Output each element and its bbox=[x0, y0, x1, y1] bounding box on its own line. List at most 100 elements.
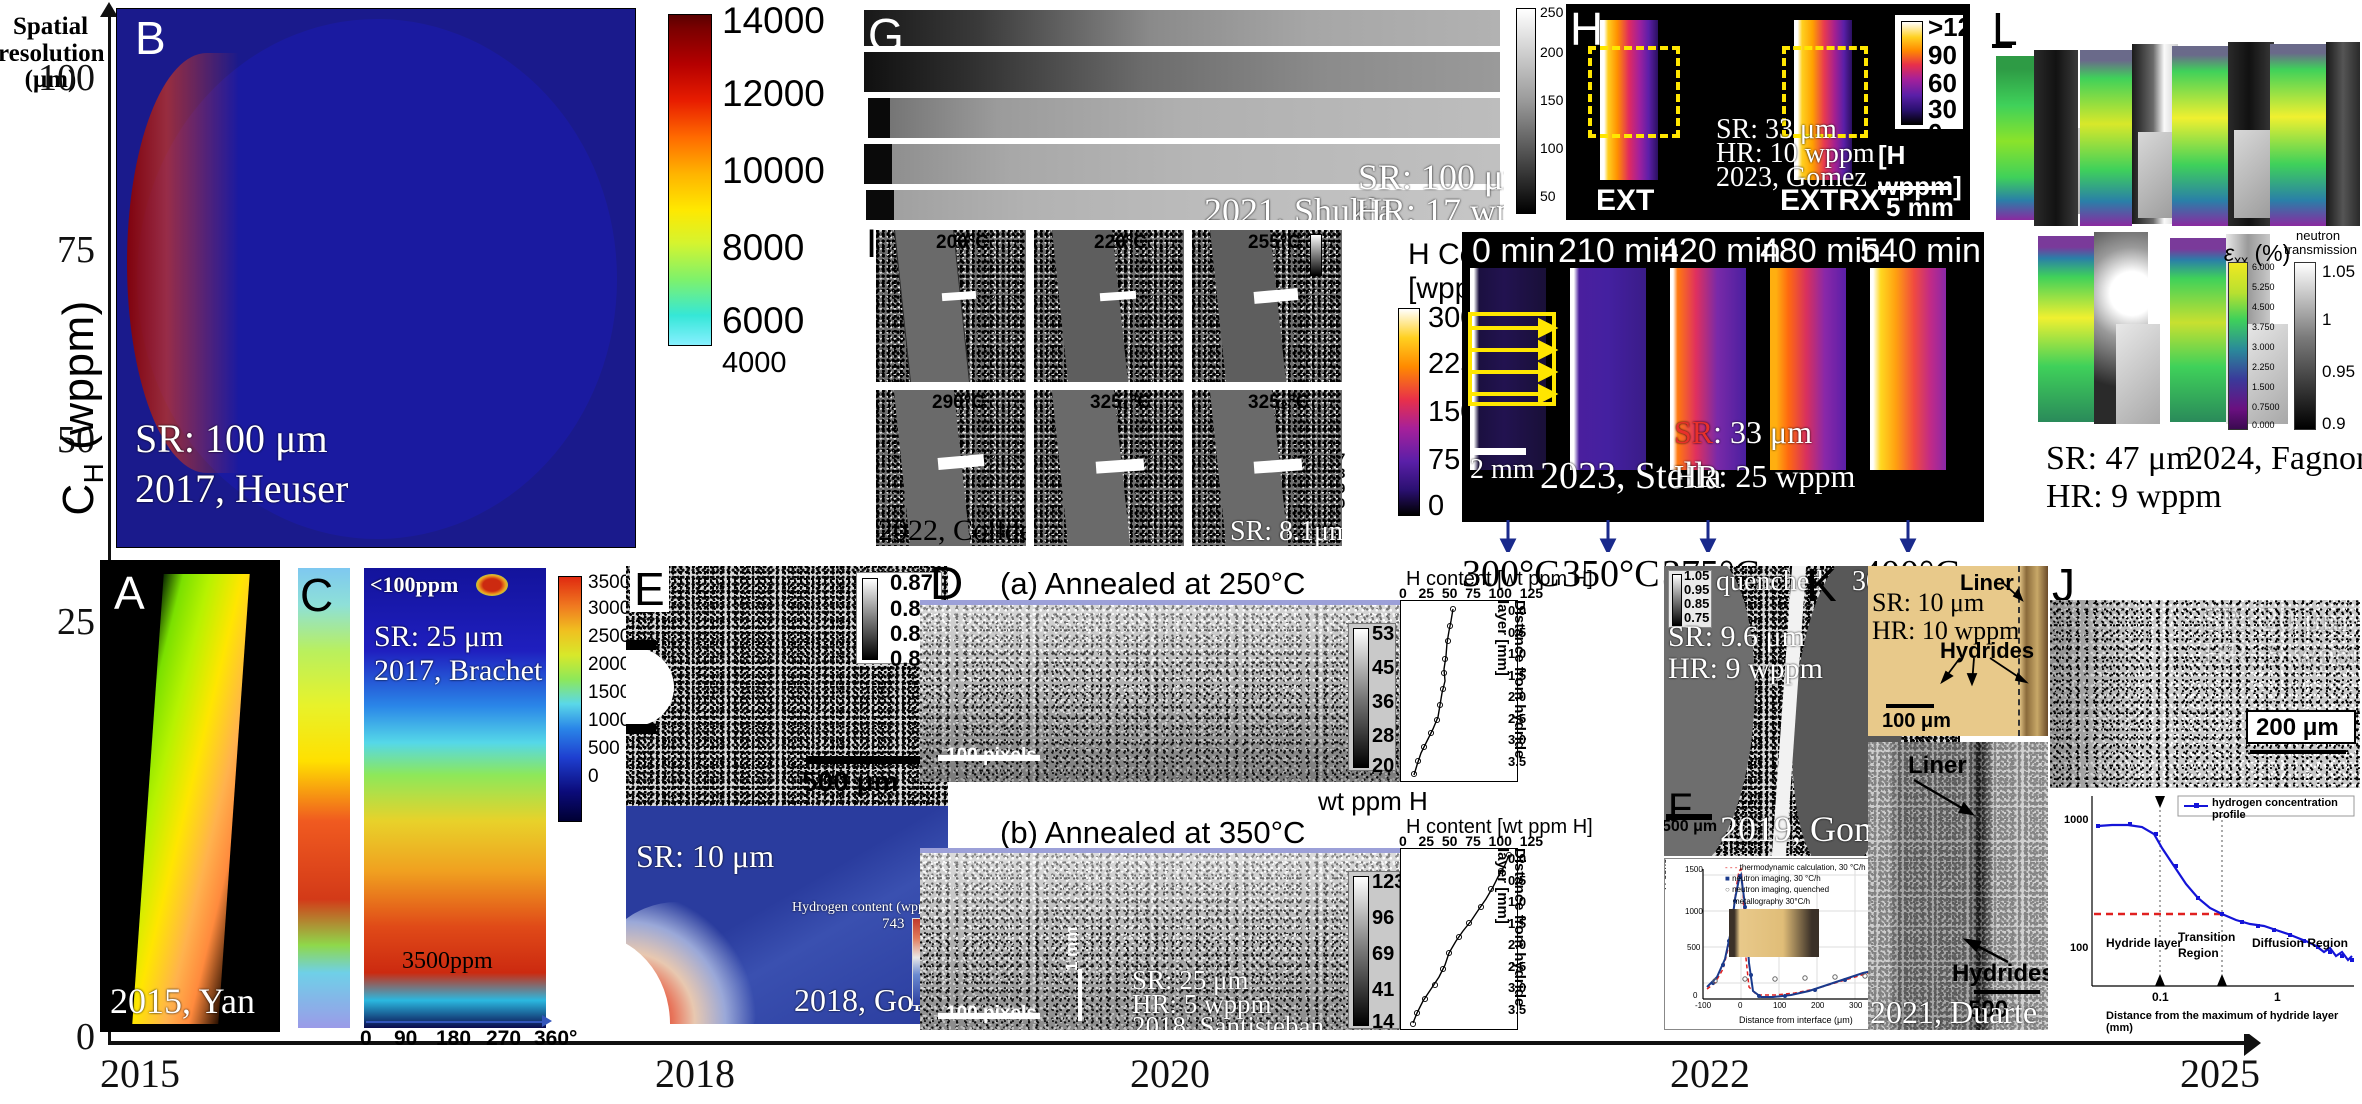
panel-H-gomez[interactable]: H SR: 33 μm HR: 10 wppm 2023, Gomez EXT … bbox=[1566, 4, 1970, 220]
panel-H-hr: HR: 10 wppm bbox=[1716, 138, 1875, 169]
panel-A-label: A bbox=[114, 567, 145, 619]
x-tick-2025: 2025 bbox=[2180, 1051, 2260, 1096]
panel-D-plot-b-title: H content [wt ppm H] bbox=[1406, 816, 1593, 838]
panel-K-hr: HR: 10 wppm bbox=[1872, 616, 2020, 645]
panel-H-extrx-title: EXTRX bbox=[1780, 184, 1881, 217]
panel-J-region-2-l2: Region bbox=[2178, 946, 2219, 960]
d-yt-b1: 0.5 bbox=[1508, 872, 1527, 888]
ring-hot-edge bbox=[127, 53, 287, 473]
panel-L-row-2[interactable] bbox=[2038, 228, 2362, 428]
panel-D-ref: 2018, Santisteban bbox=[1132, 1011, 1324, 1030]
panel-K-scalebar-top-label: 100 μm bbox=[1882, 710, 1951, 732]
panel-F-xt-0: 0 bbox=[1738, 1001, 1743, 1010]
panel-L-tt-105: 1.05 bbox=[2322, 262, 2356, 281]
panel-D-profile-plot-b[interactable] bbox=[1400, 848, 1518, 1030]
panel-Stella-time-0: 0 min bbox=[1472, 232, 1556, 270]
panel-D-image-b[interactable]: 100 pixels 1 mm SR: 25 μm HR: 5 wppm 201… bbox=[920, 848, 1400, 1030]
panel-I-colorbar bbox=[1310, 234, 1322, 276]
d-yt-b2: 1.0 bbox=[1508, 894, 1527, 909]
panel-D-cbtick-a-53: 53 bbox=[1372, 623, 1395, 645]
panel-F-sr: SR: 9.6 μm bbox=[1668, 620, 1805, 653]
panel-E-sim-legend-title: Hydrogen content (wppm) bbox=[792, 900, 941, 915]
d-xt-b3: 75 bbox=[1465, 833, 1481, 849]
panel-E-sr: SR: 10 μm bbox=[636, 838, 775, 874]
panel-G-hr: HR: 17 wppm bbox=[1356, 191, 1504, 220]
panel-I-cell-200[interactable]: 200°C bbox=[876, 230, 1026, 382]
panel-C-unrolled-map[interactable]: <100ppm SR: 25 μm 2017, Brachet 3500ppm bbox=[364, 568, 546, 1028]
panel-E-radiograph[interactable]: 0.87 0.86 0.85 0.84 500 μm bbox=[626, 566, 948, 806]
panel-B-heuser[interactable]: B SR: 100 μm 2017, Heuser bbox=[116, 8, 636, 548]
x-tick-2020: 2020 bbox=[1130, 1051, 1210, 1096]
panel-K-radiograph[interactable]: Liner Hydrides 500 μm 2021, Duarte bbox=[1868, 742, 2048, 1030]
panel-D-plot-b-svg bbox=[1409, 851, 1513, 1028]
panel-L-row-1[interactable] bbox=[1996, 30, 2362, 226]
panel-J-sr: SR: 20 μm bbox=[2202, 602, 2349, 639]
panel-G-shukla[interactable]: G SR: 100 μm 2021, Shukla HR: 17 wppm bbox=[864, 8, 1504, 220]
panel-H-ext-title: EXT bbox=[1596, 184, 1655, 217]
panel-H-sr: SR: 33 μm bbox=[1716, 114, 1837, 145]
panel-J-hr: HR: 5 wppm bbox=[2202, 636, 2360, 673]
panel-D-colorbar-a bbox=[1353, 628, 1369, 768]
panel-G-colorbar bbox=[1516, 8, 1536, 214]
panel-J-xt-1: 1 bbox=[2274, 990, 2281, 1004]
y-axis-arrow bbox=[100, 2, 118, 17]
panel-L-transmission-l2: transmission bbox=[2284, 242, 2357, 257]
notch-shape bbox=[626, 648, 674, 726]
panel-C-cbtick-500: 500 bbox=[588, 738, 620, 759]
panel-I-cell-220[interactable]: 220°C bbox=[1034, 230, 1184, 382]
panel-I-cell-255[interactable]: 255°C bbox=[1192, 230, 1342, 382]
panel-Stella-time-420: 420 min bbox=[1660, 232, 1781, 270]
panel-D-image-a[interactable]: 100 pixels 53 45 36 28 20 bbox=[920, 600, 1400, 782]
panel-D-cbtick-a-45: 45 bbox=[1372, 657, 1395, 679]
panel-G-sr: SR: 100 μm bbox=[1358, 157, 1504, 197]
panel-G-cbtick-100: 100 bbox=[1540, 140, 1564, 156]
panel-I-cell-290[interactable]: 290°C 2022, Colldeweid bbox=[876, 390, 1026, 546]
panel-K-metallography[interactable]: Liner SR: 10 μm HR: 10 wppm Hydrides 100… bbox=[1868, 566, 2048, 736]
panel-D-scalebar-v-label: 1 mm bbox=[1062, 926, 1081, 971]
panel-J-xt-01: 0.1 bbox=[2152, 990, 2169, 1004]
panel-D-scalebar-b-label: 100 pixels bbox=[946, 1003, 1037, 1024]
panel-J-profile-plot[interactable]: hydrogen concentration profile 1000 100 … bbox=[2050, 790, 2360, 1034]
panel-A-yan[interactable]: A 2015, Yan bbox=[100, 560, 280, 1032]
panel-H-cbar-box bbox=[1894, 14, 1964, 130]
panel-I-cell-325-2[interactable]: 325₂°C SR: 8.1μm bbox=[1192, 390, 1342, 546]
panel-I-colldeweid[interactable]: I 200°C 220°C 255°C 1.07 0.98 0.89 0.80 … bbox=[862, 222, 1410, 548]
panel-B-cbtick-14000: 14000 bbox=[722, 0, 825, 41]
panel-J-region-1: Hydride layer bbox=[2106, 936, 2183, 950]
panel-B-colorbar bbox=[668, 14, 712, 346]
panel-J-plot-legend: hydrogen concentration profile bbox=[2212, 797, 2338, 821]
panel-F-yt-1500: 1500 bbox=[1685, 865, 1703, 874]
d-xt-b1: 25 bbox=[1418, 833, 1435, 849]
y-tick-75: 75 bbox=[57, 229, 95, 271]
panel-G-label: G bbox=[868, 9, 904, 61]
panel-B-cbtick-4000: 4000 bbox=[722, 347, 787, 379]
panel-Stella-scalebar-line bbox=[1472, 448, 1526, 455]
panel-J-scalebar-label: 200 μm bbox=[2256, 714, 2339, 741]
panel-D-profile-plot-a[interactable] bbox=[1400, 600, 1518, 782]
crack-255 bbox=[1253, 288, 1299, 304]
d-yt-a2: 1.0 bbox=[1508, 646, 1527, 661]
panel-Stella-colorbar bbox=[1398, 308, 1420, 516]
g-strip-5-cap bbox=[866, 190, 894, 220]
panel-D-cbar-b-box bbox=[1348, 871, 1400, 1029]
panel-I-cell-325-1[interactable]: 325₁°C bbox=[1034, 390, 1184, 546]
stella-roi-arrows bbox=[1468, 317, 1559, 405]
panel-D-sr: SR: 25 μm bbox=[1132, 965, 1249, 995]
x-axis-arrow bbox=[2244, 1030, 2261, 1056]
panel-J-radiograph[interactable]: 2024, Shukla SR: 20 μm HR: 5 wppm 200 μm bbox=[2050, 600, 2360, 788]
panel-F-legend-3: ○ neutron imaging, quenched bbox=[1725, 885, 1830, 894]
panel-I-temp-325-2: 325₂°C bbox=[1248, 392, 1310, 413]
g-strip-4 bbox=[874, 144, 1500, 184]
panel-E-simulation[interactable]: SR: 10 μm 2018, Gong Hydrogen content (w… bbox=[626, 806, 948, 1024]
g-strip-3-cap bbox=[868, 98, 890, 138]
panel-C-angle-270: 270 bbox=[486, 1027, 522, 1050]
panel-D-cbar-a-box bbox=[1348, 623, 1396, 771]
panel-C-cbtick-0: 0 bbox=[588, 766, 599, 787]
panel-D-cbtick-a-20: 20 bbox=[1372, 755, 1395, 777]
panel-Stella-image-strip[interactable]: 0 min 210 min 420 min 480 min 540 min 2 … bbox=[1462, 232, 1984, 522]
panel-F-cbtick-095: 0.95 bbox=[1684, 582, 1710, 597]
crack-325-1 bbox=[1095, 458, 1145, 474]
panel-L-ref: 2024, Fagnoni bbox=[2186, 440, 2362, 477]
panel-C-angle-axis bbox=[366, 1021, 544, 1023]
panel-F-ref: 2019, Gong bbox=[1720, 809, 1890, 849]
